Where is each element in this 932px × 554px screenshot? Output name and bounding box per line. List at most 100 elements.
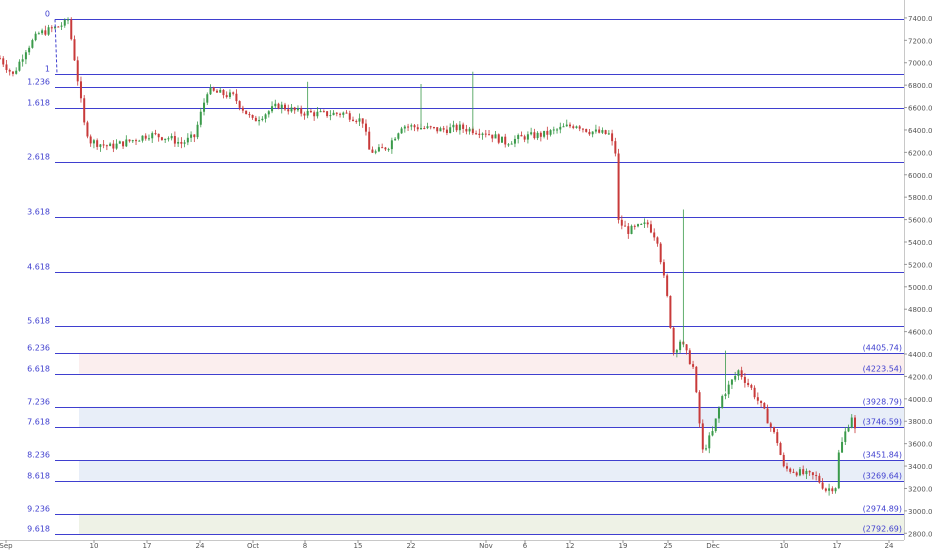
candle (34, 31, 37, 42)
candle (67, 17, 70, 25)
candle (510, 141, 513, 145)
candle (734, 371, 737, 382)
candle (594, 124, 597, 134)
fib-zone-1 (79, 406, 904, 428)
candle (828, 483, 831, 496)
candle (118, 140, 121, 144)
candle (290, 103, 293, 113)
candle (423, 125, 426, 130)
x-tick-label-9: 6 (523, 542, 528, 550)
y-tick-label-9: 5600.00 (908, 217, 932, 225)
y-tick-label-1: 7200.00 (908, 37, 932, 45)
candle (342, 111, 345, 118)
candle (358, 113, 361, 127)
candle (773, 426, 776, 434)
x-tick-label-6: 15 (354, 542, 363, 550)
fib-value-label-9: (4223.54) (863, 365, 902, 374)
candle (280, 101, 283, 114)
fib-value-label-15: (2792.69) (863, 525, 902, 534)
candle (215, 89, 218, 93)
candle (811, 472, 814, 480)
candle (831, 486, 834, 494)
x-tick-label-12: 25 (664, 542, 673, 550)
candle (31, 38, 34, 49)
candle (8, 68, 11, 76)
candle (507, 143, 510, 147)
candle (212, 86, 215, 92)
candle (125, 135, 128, 148)
candle (740, 366, 743, 380)
fib-ratio-label-10: 7.236 (27, 398, 50, 407)
candle (630, 224, 633, 235)
candle (841, 437, 844, 453)
x-tick-label-16: 24 (885, 542, 894, 550)
candle (326, 110, 329, 118)
candle (258, 116, 261, 126)
candle (763, 402, 766, 410)
candle (666, 273, 669, 298)
candle (271, 101, 274, 114)
candle (335, 112, 338, 117)
fib-ratio-label-14: 9.236 (27, 505, 50, 514)
fib-anchor-line[interactable] (54, 19, 58, 75)
candle (637, 223, 640, 228)
candle (808, 470, 811, 476)
x-tick-label-8: Nov (479, 542, 493, 550)
candle (348, 110, 351, 122)
candle (248, 111, 251, 118)
y-tick-label-22: 3000.00 (908, 508, 932, 516)
candle (598, 126, 601, 134)
candle (559, 122, 562, 134)
y-tick-label-20: 3400.00 (908, 463, 932, 471)
candle (122, 141, 125, 150)
fib-value-label-11: (3746.59) (863, 418, 902, 427)
candle (199, 107, 202, 128)
candle (721, 394, 724, 409)
candle (669, 295, 672, 329)
candle (381, 143, 384, 149)
x-tick-label-4: Oct (247, 542, 259, 550)
x-tick-label-1: 10 (90, 542, 99, 550)
y-tick-label-23: 2800.00 (908, 530, 932, 538)
candle (86, 120, 89, 139)
candle (607, 130, 610, 135)
candle (779, 441, 782, 456)
candle (818, 473, 821, 484)
candle (287, 104, 290, 115)
candle (711, 426, 714, 437)
candle (614, 137, 617, 157)
time-axis[interactable]: Sep 10 17 24 Oct 8 15 22 Nov 6 12 19 25 Dec 10 17 24 (0, 540, 904, 550)
price-axis[interactable]: 7400.00 7200.00 7000.00 6800.00 6600.00 6400.… (904, 0, 932, 540)
candle (494, 131, 497, 139)
candle (429, 125, 432, 130)
candle (109, 142, 112, 147)
candle (458, 121, 461, 135)
candle (251, 114, 254, 120)
candle (581, 128, 584, 133)
candle (627, 222, 630, 239)
candle (339, 112, 342, 118)
candle (562, 123, 565, 128)
candle (679, 339, 682, 354)
candle (400, 126, 403, 134)
candle (643, 218, 646, 228)
candle (717, 406, 720, 423)
y-tick-label-0: 7400.00 (908, 15, 932, 23)
candle (549, 129, 552, 137)
x-tick-label-13: Dec (706, 542, 720, 550)
candle (63, 18, 66, 28)
candle (170, 133, 173, 141)
candle (617, 148, 620, 224)
candle (572, 124, 575, 130)
candle (300, 105, 303, 117)
candle (44, 25, 47, 36)
candle (190, 131, 193, 142)
y-tick-label-14: 4600.00 (908, 329, 932, 337)
candle (274, 99, 277, 109)
x-tick-label-10: 12 (566, 542, 575, 550)
fib-value-label-8: (4405.74) (863, 344, 902, 353)
candle (449, 123, 452, 134)
candle (293, 106, 296, 114)
